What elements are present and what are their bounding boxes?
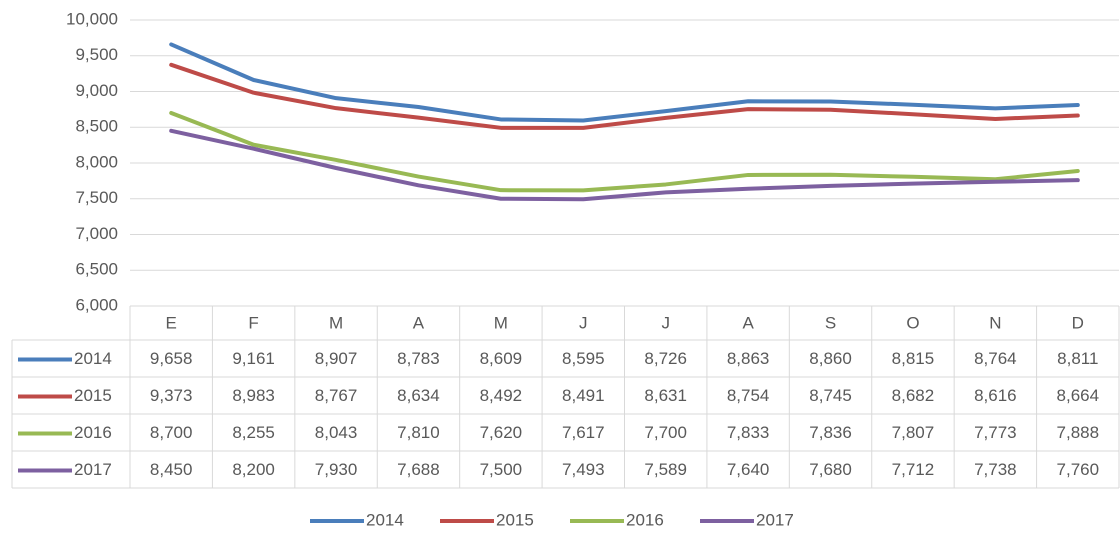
table-value: 7,680 xyxy=(809,460,852,479)
x-tick-label: M xyxy=(494,313,508,332)
table-value: 8,783 xyxy=(397,349,440,368)
legend-label: 2016 xyxy=(626,510,664,529)
x-tick-label: J xyxy=(661,313,670,332)
y-tick-label: 9,000 xyxy=(75,81,118,100)
y-tick-label: 7,000 xyxy=(75,224,118,243)
table-value: 7,688 xyxy=(397,460,440,479)
y-tick-label: 8,500 xyxy=(75,117,118,136)
table-value: 8,863 xyxy=(727,349,770,368)
table-value: 7,760 xyxy=(1057,460,1100,479)
table-value: 8,983 xyxy=(232,386,275,405)
table-value: 9,373 xyxy=(150,386,193,405)
y-tick-label: 9,500 xyxy=(75,45,118,64)
row-header: 2014 xyxy=(74,349,112,368)
table-value: 7,810 xyxy=(397,423,440,442)
x-tick-label: N xyxy=(989,313,1001,332)
table-value: 7,807 xyxy=(892,423,935,442)
x-tick-label: M xyxy=(329,313,343,332)
table-value: 7,700 xyxy=(644,423,687,442)
row-header: 2015 xyxy=(74,386,112,405)
table-value: 7,640 xyxy=(727,460,770,479)
x-tick-label: A xyxy=(413,313,425,332)
table-value: 8,726 xyxy=(644,349,687,368)
x-tick-label: D xyxy=(1072,313,1084,332)
table-value: 8,595 xyxy=(562,349,605,368)
table-value: 8,043 xyxy=(315,423,358,442)
table-value: 7,620 xyxy=(480,423,523,442)
row-header: 2016 xyxy=(74,423,112,442)
y-tick-label: 10,000 xyxy=(66,9,118,28)
table-value: 8,450 xyxy=(150,460,193,479)
y-tick-label: 6,000 xyxy=(75,295,118,314)
table-value: 8,200 xyxy=(232,460,275,479)
table-value: 8,634 xyxy=(397,386,440,405)
series-line xyxy=(169,128,1080,202)
table-value: 9,658 xyxy=(150,349,193,368)
table-value: 8,815 xyxy=(892,349,935,368)
table-value: 7,836 xyxy=(809,423,852,442)
table-value: 8,811 xyxy=(1057,349,1098,368)
table-value: 8,682 xyxy=(892,386,935,405)
table-value: 8,255 xyxy=(232,423,275,442)
table-value: 9,161 xyxy=(232,349,275,368)
table-value: 8,767 xyxy=(315,386,358,405)
y-tick-label: 7,500 xyxy=(75,188,118,207)
series-line xyxy=(169,42,1080,123)
row-header: 2017 xyxy=(74,460,112,479)
table-value: 7,500 xyxy=(480,460,523,479)
table-value: 7,773 xyxy=(974,423,1017,442)
x-tick-label: O xyxy=(906,313,919,332)
table-value: 8,745 xyxy=(809,386,852,405)
y-tick-label: 6,500 xyxy=(75,260,118,279)
x-tick-label: F xyxy=(248,313,258,332)
x-tick-label: S xyxy=(825,313,836,332)
series-line xyxy=(169,110,1080,193)
x-tick-label: J xyxy=(579,313,588,332)
table-value: 8,754 xyxy=(727,386,770,405)
table-value: 8,664 xyxy=(1057,386,1100,405)
table-value: 8,700 xyxy=(150,423,193,442)
table-value: 8,492 xyxy=(480,386,523,405)
table-value: 7,930 xyxy=(315,460,358,479)
legend-label: 2015 xyxy=(496,510,534,529)
table-value: 8,907 xyxy=(315,349,358,368)
table-value: 8,616 xyxy=(974,386,1017,405)
table-value: 7,888 xyxy=(1057,423,1100,442)
x-tick-label: E xyxy=(166,313,177,332)
table-value: 7,589 xyxy=(644,460,687,479)
table-value: 8,491 xyxy=(562,386,605,405)
x-tick-label: A xyxy=(742,313,754,332)
table-value: 7,712 xyxy=(892,460,935,479)
series-line xyxy=(169,62,1080,130)
table-value: 7,738 xyxy=(974,460,1017,479)
table-value: 8,631 xyxy=(644,386,687,405)
legend-label: 2017 xyxy=(756,510,794,529)
table-value: 7,833 xyxy=(727,423,770,442)
table-value: 7,493 xyxy=(562,460,605,479)
table-value: 8,764 xyxy=(974,349,1017,368)
y-tick-label: 8,000 xyxy=(75,152,118,171)
legend-label: 2014 xyxy=(366,510,404,529)
table-value: 8,609 xyxy=(480,349,523,368)
table-value: 8,860 xyxy=(809,349,852,368)
table-value: 7,617 xyxy=(562,423,605,442)
